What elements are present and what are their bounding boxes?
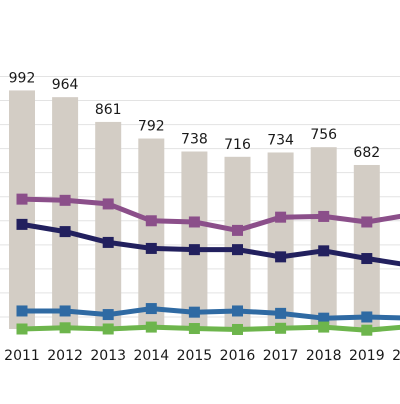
bar-value-label-2012: 964 [52,77,79,93]
series-4-point-2011 [17,324,28,335]
series-2-point-2015 [189,244,200,255]
x-tick-label-2015: 2015 [177,348,213,364]
bar-value-label-2018: 756 [310,127,337,143]
series-1-point-2017 [275,212,286,223]
bar-2018 [311,147,337,329]
x-tick-label-2018: 2018 [306,348,342,364]
x-tick-label-2012: 2012 [47,348,83,364]
series-2-point-2011 [17,219,28,230]
series-2-point-2013 [103,237,114,248]
x-tick-label-2014: 2014 [133,348,169,364]
series-1-point-2012 [60,195,71,206]
bar-2011 [9,90,35,329]
series-3-point-2014 [146,303,157,314]
series-3-point-2016 [232,305,243,316]
series-4-point-2018 [318,322,329,333]
series-1-point-2011 [17,194,28,205]
series-1-point-2019 [361,216,372,227]
bar-value-label-2013: 861 [95,102,122,118]
x-axis-tick-labels: 2011 2012 2013 2014 2015 2016 2017 2018 2019 2020 [4,348,400,364]
series-1-point-2018 [318,211,329,222]
series-4-point-2019 [361,325,372,336]
bar-value-label-2017: 734 [267,132,294,148]
series-line-1 [22,199,400,230]
series-2-point-2014 [146,243,157,254]
bar-value-label-2014: 792 [138,119,165,135]
series-2-point-2016 [232,244,243,255]
series-4-point-2017 [275,323,286,334]
series-3-point-2019 [361,311,372,322]
x-tick-label-2016: 2016 [220,348,256,364]
series-4-point-2012 [60,322,71,333]
series-1-point-2016 [232,225,243,236]
bar-2012 [52,97,78,329]
x-tick-label-2011: 2011 [4,348,40,364]
series-2-point-2018 [318,245,329,256]
series-3-point-2013 [103,309,114,320]
series-1-point-2014 [146,215,157,226]
x-tick-label-2017: 2017 [263,348,299,364]
bar-2017 [268,152,294,329]
series-2-point-2012 [60,226,71,237]
bar-2015 [181,152,207,329]
series-2-point-2017 [275,251,286,262]
series-line-4 [22,327,400,331]
bar-2019 [354,165,380,329]
series-4-point-2016 [232,324,243,335]
series-1-point-2015 [189,216,200,227]
bar-value-label-2011: 992 [9,70,36,86]
series-4-point-2015 [189,323,200,334]
series-2-point-2019 [361,253,372,264]
series-3-point-2017 [275,308,286,319]
bar-value-label-2016: 716 [224,137,251,153]
series-4-point-2014 [146,322,157,333]
series-3-point-2011 [17,305,28,316]
bar-value-label-2019: 682 [353,145,380,161]
x-tick-label-2013: 2013 [90,348,126,364]
bar-2014 [138,139,164,329]
bar-value-label-2015: 738 [181,132,208,148]
series-3-point-2012 [60,305,71,316]
x-tick-label-2019: 2019 [349,348,385,364]
bar-2013 [95,122,121,329]
bar-2016 [225,157,251,329]
series-1-point-2013 [103,198,114,209]
x-tick-label-2020: 2020 [392,348,400,364]
series-3-point-2015 [189,307,200,318]
series-4-point-2013 [103,324,114,335]
